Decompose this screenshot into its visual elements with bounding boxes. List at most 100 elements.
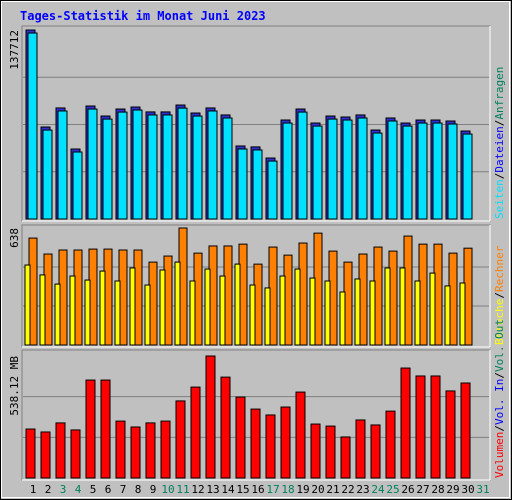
x-tick-label: 26 [401, 483, 414, 496]
x-tick-label: 4 [75, 483, 82, 496]
bar [147, 114, 158, 220]
bar [327, 118, 338, 220]
bar [190, 386, 201, 479]
x-tick-label: 5 [90, 483, 97, 496]
x-tick-label: 8 [135, 483, 142, 496]
bar-front [399, 267, 406, 346]
bar [370, 424, 381, 479]
x-tick-label: 15 [236, 483, 249, 496]
bar [205, 355, 216, 479]
bar [115, 420, 126, 479]
x-tick-label: 20 [311, 483, 324, 496]
x-tick-label: 12 [191, 483, 204, 496]
bar-front [144, 284, 151, 346]
bar [460, 382, 471, 479]
bar-front [369, 280, 376, 346]
bar-front [309, 277, 316, 346]
bar [237, 148, 248, 220]
bar [387, 120, 398, 220]
x-tick-label: 29 [446, 483, 459, 496]
bar-front [204, 268, 211, 346]
bar [372, 132, 383, 220]
x-tick-label: 30 [461, 483, 474, 496]
bar [235, 396, 246, 479]
bar [42, 129, 53, 220]
bar-front [429, 272, 436, 346]
bar-front [24, 264, 31, 346]
bar [355, 419, 366, 479]
bar [282, 122, 293, 220]
x-tick-label: 6 [105, 483, 112, 496]
bar [222, 117, 233, 220]
bar [117, 111, 128, 220]
x-tick-label: 2 [45, 483, 52, 496]
bar [310, 423, 321, 479]
x-tick-label: 28 [431, 483, 444, 496]
bar [462, 133, 473, 220]
x-tick-label: 10 [161, 483, 174, 496]
y-max-label: 638 [8, 228, 21, 248]
bar-front [459, 282, 466, 346]
x-tick-label: 3 [60, 483, 67, 496]
bar [87, 108, 98, 220]
bar-front [129, 267, 136, 346]
bar-front [84, 279, 91, 346]
bar-front [444, 285, 451, 346]
bar [385, 410, 396, 479]
bar [267, 160, 278, 220]
x-tick-label: 19 [296, 483, 309, 496]
legend-entry: Vol. In [493, 379, 506, 425]
bar-front [414, 280, 421, 346]
bar [250, 408, 261, 479]
bar [27, 32, 38, 220]
legend: Besuche/Rechner [493, 245, 506, 345]
legend: Volumen/Vol. In/Vol. Out [493, 319, 506, 478]
bar [102, 118, 113, 220]
x-tick-label: 17 [266, 483, 279, 496]
x-tick-label: 25 [386, 483, 399, 496]
x-tick-label: 7 [120, 483, 127, 496]
legend-separator: / [493, 425, 506, 432]
bar-front [99, 270, 106, 346]
x-tick-label: 31 [476, 483, 489, 496]
bar-front [384, 267, 391, 346]
bar [312, 125, 323, 220]
x-tick-label: 13 [206, 483, 219, 496]
legend-separator: / [493, 292, 506, 299]
bar-front [189, 280, 196, 346]
legend-separator: / [493, 120, 506, 127]
bar [402, 125, 413, 220]
legend-entry: Dateien [493, 126, 506, 172]
bar [445, 390, 456, 479]
legend-separator: / [493, 372, 506, 379]
bar [357, 117, 368, 220]
chart-title: Tages-Statistik im Monat Juni 2023 [20, 9, 266, 23]
legend-entry: Volumen [493, 432, 506, 478]
x-tick-label: 11 [176, 483, 189, 496]
bar [415, 375, 426, 479]
bar [177, 107, 188, 220]
bar [400, 367, 411, 479]
bar [175, 400, 186, 479]
x-tick-label: 27 [416, 483, 429, 496]
legend-entry: Rechner [493, 245, 506, 292]
bar [25, 428, 36, 479]
bar [265, 414, 276, 479]
legend-entry: Seiten [493, 179, 506, 219]
bar-front [339, 291, 346, 346]
bar [340, 436, 351, 479]
bar [297, 111, 308, 220]
bar [295, 391, 306, 479]
x-tick-label: 22 [341, 483, 354, 496]
bar [130, 426, 141, 479]
bar-front [159, 269, 166, 346]
bar [100, 379, 111, 479]
bar-front [114, 280, 121, 346]
legend-separator: / [493, 173, 506, 180]
legend-entry: Anfragen [493, 67, 506, 120]
bar-front [354, 278, 361, 346]
x-tick-label: 23 [356, 483, 369, 496]
bar [280, 406, 291, 479]
bar [447, 123, 458, 220]
